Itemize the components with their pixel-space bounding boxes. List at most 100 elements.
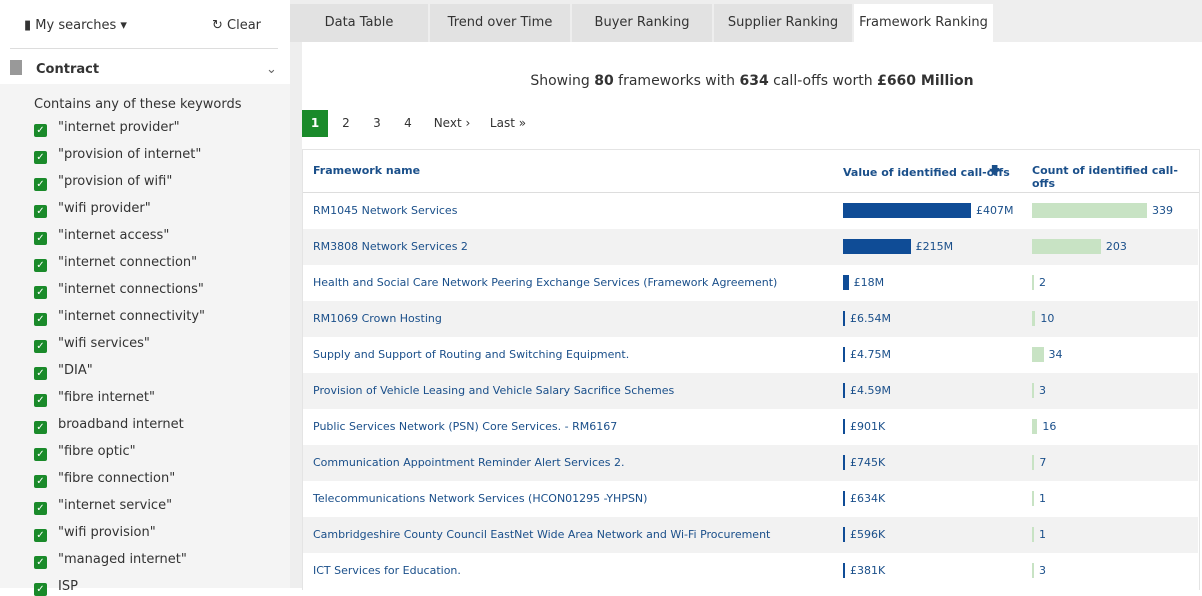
checkbox[interactable]: ✓ bbox=[34, 556, 47, 569]
tab[interactable]: Buyer Ranking bbox=[572, 4, 712, 42]
tab[interactable]: Trend over Time bbox=[430, 4, 570, 42]
next-link[interactable]: Next › bbox=[430, 110, 474, 137]
framework-name[interactable]: Cambridgeshire County Council EastNet Wi… bbox=[313, 528, 770, 541]
checkbox[interactable]: ✓ bbox=[34, 151, 47, 164]
summary: Showing 80 frameworks with 634 call-offs… bbox=[302, 73, 1202, 89]
framework-name[interactable]: RM1045 Network Services bbox=[313, 204, 457, 217]
keyword[interactable]: ✓"internet service" bbox=[34, 498, 172, 515]
value-label: £901K bbox=[850, 420, 885, 433]
checkbox[interactable]: ✓ bbox=[34, 124, 47, 137]
checkbox[interactable]: ✓ bbox=[34, 205, 47, 218]
framework-name[interactable]: Communication Appointment Reminder Alert… bbox=[313, 456, 625, 469]
keyword[interactable]: ✓"fibre internet" bbox=[34, 390, 155, 407]
count-label: 34 bbox=[1049, 348, 1063, 361]
keyword-label: "wifi provider" bbox=[58, 201, 151, 216]
value-bar bbox=[843, 491, 845, 506]
keyword-label: "internet connection" bbox=[58, 255, 197, 270]
value-bar bbox=[843, 203, 971, 218]
keyword[interactable]: ✓ "internet connections" bbox=[34, 282, 204, 299]
summary-count: 634 bbox=[739, 73, 768, 89]
table: Framework name Value of identified call-… bbox=[302, 149, 1200, 590]
header-cell[interactable]: Value of identified call-offs bbox=[843, 166, 1010, 179]
framework-name[interactable]: ICT Services for Education. bbox=[313, 564, 461, 577]
tab[interactable]: Data Table bbox=[290, 4, 428, 42]
framework-name[interactable]: Telecommunications Network Services (HCO… bbox=[313, 492, 647, 505]
summary-count: 80 bbox=[594, 73, 613, 89]
checkbox[interactable]: ✓ bbox=[34, 448, 47, 461]
keyword[interactable]: ✓ "internet provider" bbox=[34, 120, 180, 137]
keyword-label: "internet connections" bbox=[58, 282, 204, 297]
value-label: £18M bbox=[854, 276, 885, 289]
checkbox[interactable]: ✓ bbox=[34, 421, 47, 434]
keyword[interactable]: ✓"internet connectivity" bbox=[34, 309, 205, 326]
table-row: RM1069 Crown Hosting£6.54M10 bbox=[303, 301, 1198, 337]
framework-name[interactable]: RM1069 Crown Hosting bbox=[313, 312, 442, 325]
value-label: £215M bbox=[916, 240, 954, 253]
keyword[interactable]: ✓ "internet connection" bbox=[34, 255, 197, 272]
header-cell[interactable]: Framework name bbox=[313, 164, 420, 177]
count-label: 1 bbox=[1039, 528, 1046, 541]
table-row: Telecommunications Network Services (HCO… bbox=[303, 481, 1198, 517]
checkbox[interactable]: ✓ bbox=[34, 313, 47, 326]
keyword-label: "wifi provision" bbox=[58, 525, 156, 540]
keyword[interactable]: ✓ "provision of internet" bbox=[34, 147, 201, 164]
page-link[interactable]: 2 bbox=[333, 110, 359, 137]
keyword[interactable]: ✓ "fibre connection" bbox=[34, 471, 175, 488]
framework-name[interactable]: RM3808 Network Services 2 bbox=[313, 240, 468, 253]
keyword[interactable]: ✓"DIA" bbox=[34, 363, 93, 380]
collapse-icon[interactable]: ⌄ bbox=[266, 62, 277, 77]
last-link[interactable]: Last » bbox=[486, 110, 530, 137]
summary-text: Showing bbox=[530, 73, 589, 89]
value-bar bbox=[843, 527, 845, 542]
keyword[interactable]: ✓"fibre optic" bbox=[34, 444, 136, 461]
checkbox[interactable]: ✓ bbox=[34, 475, 47, 488]
keyword-label: "fibre connection" bbox=[58, 471, 175, 486]
table-row: RM3808 Network Services 2 £215M 203 bbox=[303, 229, 1198, 265]
checkbox[interactable]: ✓ bbox=[34, 502, 47, 515]
value-label: £381K bbox=[850, 564, 885, 577]
keyword[interactable]: ✓"provision of wifi" bbox=[34, 174, 172, 191]
keyword[interactable]: ✓"wifi services" bbox=[34, 336, 150, 353]
checkbox[interactable]: ✓ bbox=[34, 583, 47, 596]
checkbox[interactable]: ✓ bbox=[34, 178, 47, 191]
my-searches[interactable]: ▮ My searches ▾ bbox=[24, 18, 127, 33]
checkbox[interactable]: ✓ bbox=[34, 286, 47, 299]
checkbox[interactable]: ✓ bbox=[34, 340, 47, 353]
count-label: 203 bbox=[1106, 240, 1127, 253]
keyword-label: "provision of internet" bbox=[58, 147, 201, 162]
page-link[interactable]: 3 bbox=[364, 110, 390, 137]
count-label: 339 bbox=[1152, 204, 1173, 217]
framework-name[interactable]: Health and Social Care Network Peering E… bbox=[313, 276, 777, 289]
checkbox[interactable]: ✓ bbox=[34, 529, 47, 542]
page-link[interactable]: 1 bbox=[302, 110, 328, 137]
checkbox[interactable]: ✓ bbox=[34, 259, 47, 272]
count-bar bbox=[1032, 311, 1035, 326]
count-bar bbox=[1032, 383, 1034, 398]
keyword[interactable]: ✓"internet access" bbox=[34, 228, 169, 245]
keyword[interactable]: ✓ "wifi provision" bbox=[34, 525, 156, 542]
keyword-label: "internet provider" bbox=[58, 120, 180, 135]
table-row: ICT Services for Education.£381K3 bbox=[303, 553, 1198, 589]
checkbox[interactable]: ✓ bbox=[34, 367, 47, 380]
tab[interactable]: Supplier Ranking bbox=[714, 4, 852, 42]
keyword[interactable]: ✓"managed internet" bbox=[34, 552, 187, 569]
content: Showing 80 frameworks with 634 call-offs… bbox=[302, 42, 1202, 588]
value-label: £4.59M bbox=[850, 384, 891, 397]
page-link[interactable]: 4 bbox=[395, 110, 421, 137]
framework-name[interactable]: Supply and Support of Routing and Switch… bbox=[313, 348, 629, 361]
tab[interactable]: Framework Ranking bbox=[854, 4, 993, 42]
table-row: Communication Appointment Reminder Alert… bbox=[303, 445, 1198, 481]
header-cell[interactable]: Count of identified call-offs bbox=[1032, 164, 1199, 190]
sort-icon[interactable]: 🡇 bbox=[989, 162, 1000, 181]
keyword[interactable]: ✓broadband internet bbox=[34, 417, 184, 434]
section-title[interactable]: Contract bbox=[36, 62, 99, 77]
framework-name[interactable]: Provision of Vehicle Leasing and Vehicle… bbox=[313, 384, 674, 397]
checkbox[interactable]: ✓ bbox=[34, 232, 47, 245]
framework-name[interactable]: Public Services Network (PSN) Core Servi… bbox=[313, 420, 617, 433]
checkbox[interactable]: ✓ bbox=[34, 394, 47, 407]
count-bar bbox=[1032, 275, 1034, 290]
clear[interactable]: ↻ Clear bbox=[212, 18, 261, 33]
count-label: 16 bbox=[1042, 420, 1056, 433]
summary-text: call-offs worth bbox=[773, 73, 872, 89]
keyword[interactable]: ✓ "wifi provider" bbox=[34, 201, 151, 218]
